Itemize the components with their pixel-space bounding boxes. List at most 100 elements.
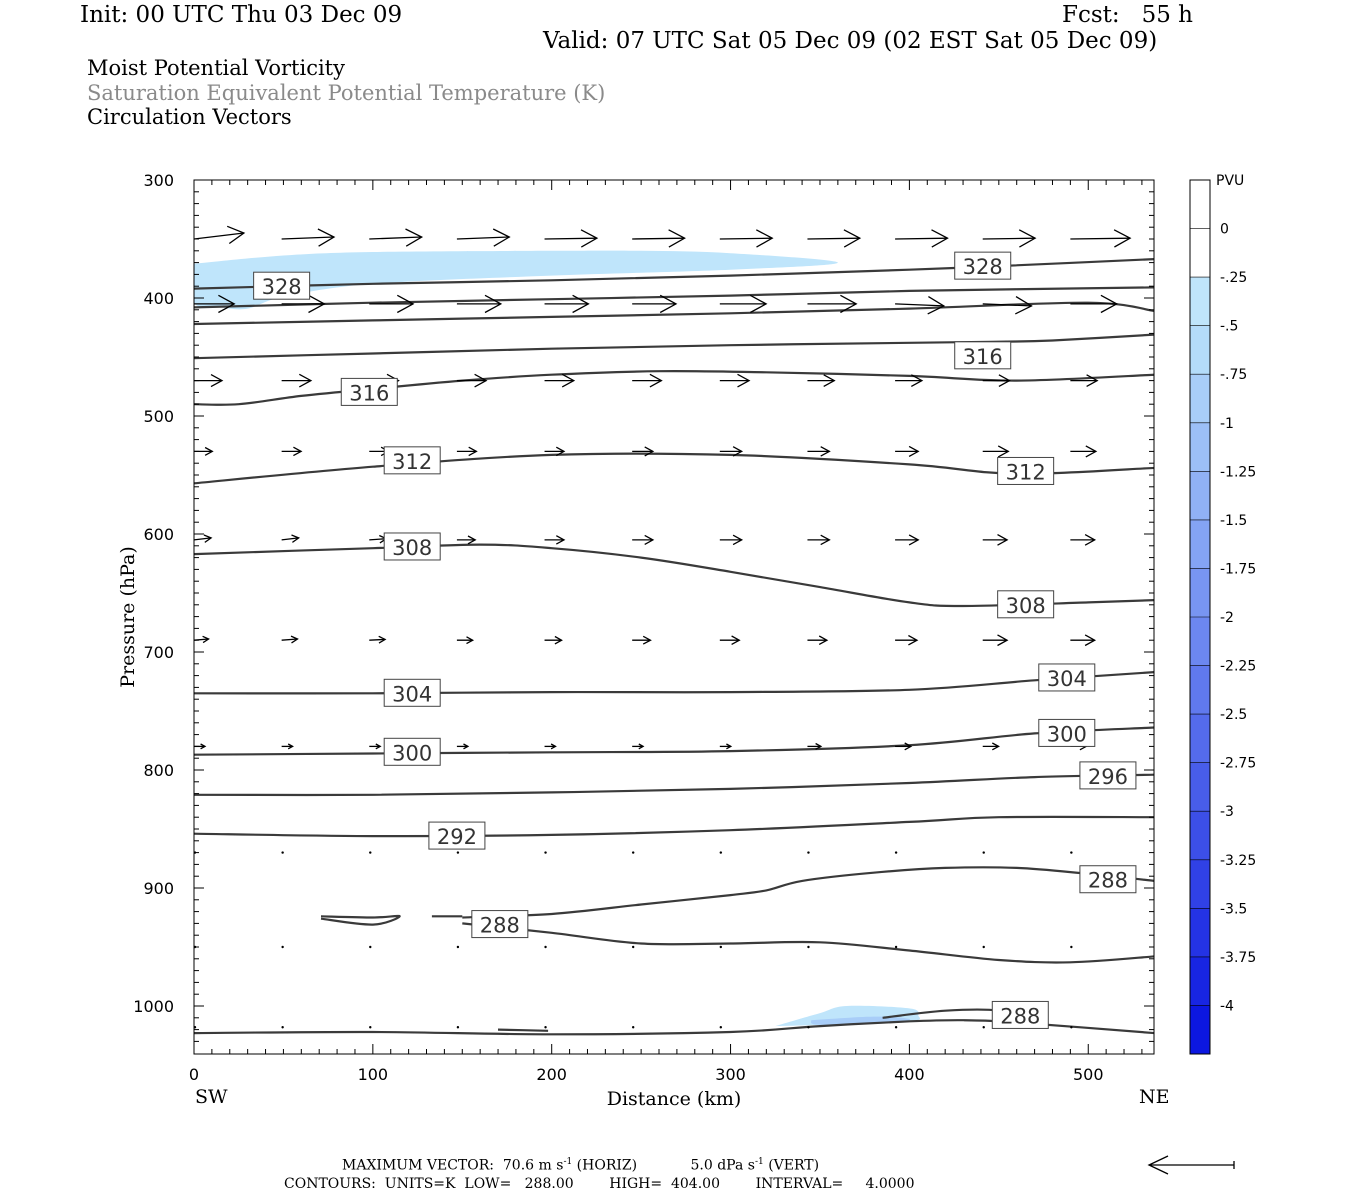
- colorbar-segment: [1190, 374, 1210, 424]
- colorbar-tick-label: -1.75: [1220, 561, 1256, 577]
- contour-label-text: 308: [1006, 594, 1046, 618]
- vector-head: [1018, 229, 1037, 248]
- vert-vector-unit: dPa s: [717, 1157, 755, 1174]
- vector-head: [910, 374, 924, 387]
- circulation-vector: [456, 535, 477, 545]
- circulation-vector: [369, 228, 424, 247]
- circulation-vector: [807, 446, 831, 457]
- vector-dot: [456, 945, 460, 949]
- vector-head: [572, 294, 590, 314]
- vector-head: [644, 446, 655, 457]
- vector-head: [466, 636, 475, 645]
- thetae-contour-292-9: [194, 773, 1154, 797]
- horiz-vector-value: 70.6: [502, 1157, 535, 1174]
- circulation-vector: [982, 229, 1037, 248]
- circulation-vector: [719, 446, 744, 457]
- vector-head: [997, 445, 1010, 458]
- vector-dot: [982, 1026, 985, 1029]
- contour-label-text: 316: [349, 381, 389, 405]
- vector-head: [732, 446, 744, 457]
- vector-dot: [631, 945, 635, 949]
- thetae-contour-320-2: [194, 301, 1154, 326]
- circulation-vector: [1070, 1026, 1073, 1029]
- colorbar-segment: [1190, 811, 1210, 861]
- vector-head: [226, 225, 246, 245]
- vector-head: [931, 229, 949, 248]
- colorbar-segment: [1190, 277, 1210, 327]
- colorbar-tick-label: -.5: [1220, 319, 1238, 335]
- circulation-vector: [895, 534, 920, 546]
- contour-label-text: 328: [963, 255, 1003, 279]
- circulation-vector: [982, 374, 1011, 387]
- circulation-vector: [982, 634, 1009, 647]
- thetae-contour-288-17: [497, 1028, 549, 1032]
- contour-label-box: [340, 377, 398, 406]
- circulation-vector: [194, 534, 213, 543]
- circulation-vector: [895, 296, 946, 315]
- circulation-vector: [1070, 945, 1073, 949]
- y-tick-label: 600: [143, 525, 174, 544]
- contour-label-box: [1079, 761, 1137, 790]
- y-axis-label: Pressure (hPa): [117, 546, 139, 688]
- circulation-vector: [544, 535, 566, 545]
- circulation-vector: [719, 229, 774, 248]
- colorbar-tick-label: -3: [1220, 804, 1234, 820]
- field-title-vectors: Circulation Vectors: [87, 105, 292, 129]
- contour-label-308: 308: [997, 590, 1055, 619]
- colorbar-tick-label: -1: [1220, 416, 1234, 432]
- vector-head: [638, 743, 645, 750]
- vector-dot: [982, 851, 985, 854]
- vector-head: [580, 229, 599, 248]
- colorbar-tick-label: -3.25: [1220, 853, 1256, 869]
- y-tick-label: 300: [143, 171, 174, 190]
- init-time: Init: 00 UTC Thu 03 Dec 09: [80, 2, 403, 28]
- circulation-vector: [281, 446, 303, 457]
- colorbar-segment: [1190, 762, 1210, 812]
- contour-label-300: 300: [383, 737, 441, 766]
- colorbar-tick-label: -.25: [1220, 270, 1247, 286]
- vector-head: [204, 446, 214, 456]
- thetae-contour-290-10: [194, 815, 1154, 838]
- colorbar-segment: [1190, 665, 1210, 715]
- circulation-vector: [982, 534, 1009, 546]
- circulation-vector: [281, 534, 301, 543]
- y-tick-label: 1000: [133, 997, 174, 1016]
- circulation-vector: [369, 635, 387, 644]
- y-tick-label: 700: [143, 643, 174, 662]
- circulation-vector: [369, 851, 372, 854]
- contour-label-288: 288: [1079, 865, 1137, 894]
- colorbar-tick-label: 0: [1220, 222, 1229, 238]
- vector-dot: [894, 1026, 898, 1029]
- vector-shaft: [369, 638, 386, 641]
- vector-head: [474, 373, 488, 388]
- valid-time: Valid: 07 UTC Sat 05 Dec 09 (02 EST Sat …: [543, 28, 1158, 54]
- vector-dot: [456, 851, 460, 854]
- colorbar-segment: [1190, 325, 1210, 375]
- vector-head: [202, 635, 210, 644]
- contour-label-text: 328: [262, 275, 302, 299]
- vector-dot: [281, 945, 284, 949]
- vector-head: [317, 228, 336, 247]
- vector-shaft: [632, 237, 685, 240]
- vector-head: [904, 742, 913, 751]
- circulation-vector: [632, 635, 652, 645]
- thetae-contour-316-3: [194, 333, 1154, 360]
- colorbar-segment: [1190, 714, 1210, 764]
- vector-head: [396, 294, 415, 314]
- vector-head: [405, 228, 424, 247]
- contour-label-text: 312: [1006, 460, 1046, 484]
- contour-label-box: [954, 251, 1012, 280]
- vector-head: [659, 294, 678, 314]
- circulation-vector: [281, 1026, 284, 1029]
- circulation-vector: [719, 851, 723, 854]
- vector-head: [998, 374, 1011, 387]
- circulation-vector: [194, 635, 210, 644]
- vector-head: [820, 534, 831, 546]
- circulation-vector: [719, 534, 744, 546]
- circulation-vector: [544, 373, 576, 388]
- circulation-vector: [719, 1026, 723, 1029]
- circulation-vector: [456, 945, 460, 949]
- vector-head: [1084, 634, 1097, 647]
- vector-dot: [281, 1026, 284, 1029]
- vector-dot: [1070, 945, 1073, 949]
